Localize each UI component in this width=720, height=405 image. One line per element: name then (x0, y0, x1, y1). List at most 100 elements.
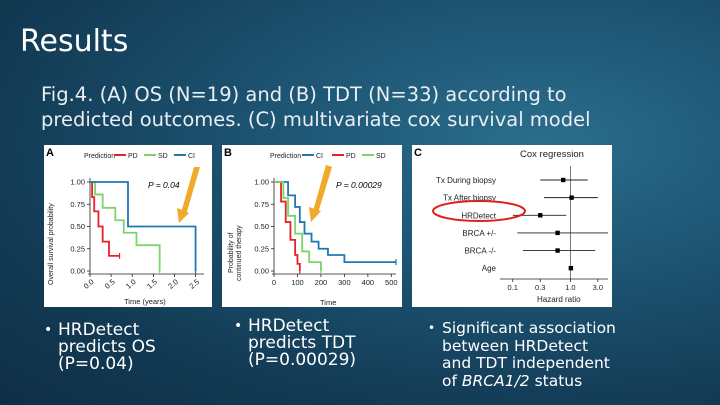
legend-a: PD SD CI (114, 153, 195, 160)
bullet-dot: • (234, 318, 243, 334)
legend-title-a: Prediction (84, 153, 115, 160)
y-tick-label: 0.00 (70, 267, 85, 276)
hazard-point (538, 213, 543, 218)
hrdetect-highlight-ellipse (432, 200, 526, 222)
axes-a: 1.00 0.75 0.50 0.25 0.000.0 0.5 1.0 1.5 2.0 2.5 (70, 178, 204, 291)
x-tick-label: 300 (338, 278, 351, 287)
y-tick-label: 0.00 (254, 267, 269, 276)
y-tick-label: 1.00 (70, 178, 85, 187)
y-tick-label: 0.75 (254, 200, 269, 209)
bullet-1-line-3: (P=0.04) (58, 354, 134, 374)
y-tick-label: 0.50 (70, 222, 85, 231)
forest-label-row: Age (482, 264, 497, 273)
bullet-2-line-2: predicts TDT (248, 333, 356, 353)
y-tick-label: 0.25 (254, 244, 269, 253)
bullet-3-prefix: of (442, 371, 462, 390)
km-curve-sd (274, 181, 322, 271)
y-tick-label: 0.25 (70, 244, 85, 253)
subtitle-line-1: Fig.4. (A) OS (N=19) and (B) TDT (N=33) … (41, 83, 567, 106)
legend-label-sd: SD (158, 153, 168, 160)
bullet-3-suffix: status (529, 371, 583, 390)
x-tick-label: 2.0 (166, 277, 180, 291)
bullet-3-line-4: of BRCA1/2 status (442, 371, 616, 391)
y-tick-label: 0.50 (254, 222, 269, 231)
x-tick-label: 400 (362, 278, 375, 287)
bullet-3-line-3: and TDT independent (442, 354, 610, 372)
forest-label-row: BRCA +/- (462, 229, 496, 238)
legend-b: CI PD SD (302, 153, 386, 160)
km-curve-pd (90, 181, 120, 257)
hazard-point (568, 265, 574, 271)
x-tick-label: 0.5 (103, 277, 117, 291)
axes-b: 1.00 0.75 0.50 0.25 0.000 100 200 300 400 500 (254, 178, 397, 288)
y-tick-label: 0.75 (70, 200, 85, 209)
figure-panel-b: B Prediction CI PD SD P = 0.00029 Probabil… (222, 145, 402, 307)
legend-label-ci: CI (316, 153, 323, 160)
x-tick-label: 1.0 (565, 283, 575, 292)
forest-label-row: Tx After biopsy (443, 194, 496, 203)
legend-title-b: Prediction (270, 153, 301, 160)
x-tick-label: 3.0 (593, 283, 603, 292)
bullet-2-line-1: HRDetect (248, 316, 330, 336)
xlabel-b: Time (320, 298, 336, 307)
x-tick-label: 0 (272, 278, 276, 287)
bullet-dot: • (428, 321, 436, 335)
bullet-os: • HRDetect predicts OS (P=0.04) (44, 322, 214, 382)
km-curve-ci (90, 181, 197, 271)
panel-letter-b: B (224, 147, 232, 159)
ylabel-a: Overall survival probability (48, 203, 55, 285)
panel-letter-a: A (46, 147, 54, 159)
legend-label-ci: CI (188, 153, 195, 160)
arrow-head-b (309, 207, 321, 222)
ylabel-b-line2: continued therapy (236, 225, 243, 281)
slide-title: Results (20, 24, 129, 59)
forest-rows: Tx During biopsy Tx After biopsy HRDetect B… (436, 166, 608, 292)
subtitle-line-2: predicted outcomes. (C) multivariate cox… (41, 108, 591, 131)
curves-b (274, 181, 397, 274)
x-tick-label: 200 (315, 278, 328, 287)
slide-subtitle: Fig.4. (A) OS (N=19) and (B) TDT (N=33) … (41, 82, 701, 132)
bullet-3-line-2: between HRDetect (442, 336, 589, 355)
bullet-dot: • (44, 322, 53, 338)
km-plot-tdt: B Prediction CI PD SD P = 0.00029 Probabil… (224, 147, 398, 307)
bullet-association: • Significant association between HRDete… (428, 319, 698, 395)
figure-panel-c: C Cox regression Hazard ratio Tx During … (412, 145, 612, 307)
cox-title: Cox regression (520, 149, 584, 160)
x-tick-label: 0.3 (535, 283, 545, 292)
forest-plot-cox: C Cox regression Hazard ratio Tx During … (414, 147, 608, 304)
legend-label-sd: SD (376, 153, 386, 160)
p-value-b: P = 0.00029 (336, 180, 382, 190)
legend-label-pd: PD (128, 153, 138, 160)
x-tick-label: 2.5 (187, 277, 201, 291)
xlabel-c: Hazard ratio (537, 295, 581, 304)
km-curve-pd (274, 181, 301, 271)
hazard-point (560, 177, 566, 183)
x-tick-label: 1.0 (124, 277, 138, 291)
bullet-tdt: • HRDetect predicts TDT (P=0.00029) (234, 318, 404, 378)
x-tick-label: 0.1 (508, 283, 518, 292)
hazard-point (569, 195, 574, 200)
forest-label-row: HRDetect (461, 211, 496, 220)
x-tick-label: 100 (291, 278, 304, 287)
km-curve-sd (90, 181, 161, 271)
arrow-b (313, 165, 332, 213)
p-value-a: P = 0.04 (148, 180, 180, 190)
xlabel-a: Time (years) (124, 297, 166, 306)
bullet-1-line-2: predicts OS (58, 337, 156, 357)
bullet-2-line-3: (P=0.00029) (248, 350, 357, 370)
figure-panel-a: A Prediction PD SD CI P = 0.04 Overall sur… (44, 145, 212, 307)
curves-a (90, 181, 197, 274)
km-plot-os: A Prediction PD SD CI P = 0.04 Overall sur… (46, 147, 204, 306)
km-curve-ci (274, 181, 396, 263)
bullet-3-gene: BRCA1/2 (461, 371, 530, 390)
ylabel-b-line1: Probability of (228, 232, 235, 273)
bullet-1-line-1: HRDetect (58, 320, 140, 340)
bullet-3-line-1: Significant association (442, 319, 616, 337)
x-tick-label: 0.0 (82, 277, 96, 291)
arrow-a (181, 167, 200, 215)
y-tick-label: 1.00 (254, 178, 269, 187)
hazard-point (555, 230, 560, 236)
arrow-head-a (177, 208, 189, 223)
legend-label-pd: PD (346, 153, 356, 160)
forest-label-row: Tx During biopsy (436, 176, 496, 185)
